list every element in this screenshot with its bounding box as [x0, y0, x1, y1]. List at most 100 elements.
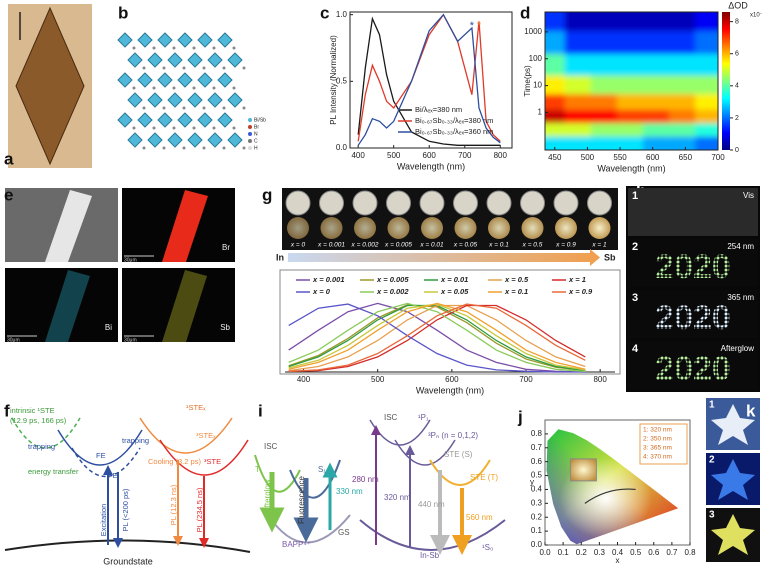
label: PL (12.3 ns): [169, 484, 178, 525]
x-tick-label: 0.7: [666, 548, 678, 557]
ground-curve: [4, 539, 251, 553]
heatmap-cell: [616, 53, 644, 76]
octahedron: [177, 112, 193, 128]
legend-label: 4: 370 nm: [643, 454, 672, 461]
label: ¹S₀: [482, 543, 493, 552]
flower: [711, 459, 755, 500]
sample-photo: [285, 190, 311, 216]
heatmap-cell: [616, 12, 644, 32]
x-tick-label: 600: [445, 375, 459, 384]
arrow-head: [590, 249, 600, 266]
atom: [192, 86, 196, 90]
y-tick-label: 0.3: [531, 498, 543, 507]
label: 440 nm: [418, 500, 445, 509]
series-line: [288, 304, 586, 372]
octahedron: [157, 112, 173, 128]
x-tick-label: 0.6: [648, 548, 660, 557]
legend-label: 1: 320 nm: [643, 427, 672, 434]
octahedron: [147, 52, 163, 68]
label: STE (T): [470, 473, 498, 482]
x-axis-label: Wavelength (nm): [397, 161, 465, 171]
led-digits: 2020: [655, 248, 731, 286]
series-line: [288, 303, 586, 373]
atom: [182, 66, 186, 70]
series-line: [357, 13, 501, 142]
heatmap-cell: [616, 122, 644, 137]
legend-label: H: [254, 145, 258, 151]
heatmap-cell: [616, 75, 644, 95]
heatmap-cell: [669, 136, 696, 150]
label: Cooling (3.2 ps): [148, 457, 201, 466]
heatmap-cell: [616, 30, 644, 55]
heatmap-cell: [695, 93, 718, 110]
x-tick-label: 0.4: [612, 548, 624, 557]
heatmap-cell: [545, 109, 566, 124]
label: trapping: [122, 436, 149, 445]
sample-photo: [588, 217, 611, 239]
sem-sample: [45, 190, 92, 262]
x-axis-label: Wavelength (nm): [416, 385, 484, 395]
sample-photo: [386, 190, 411, 216]
label: Fluorescence: [297, 475, 306, 524]
heatmap-cell: [545, 136, 566, 150]
y-tick-label: 1.0: [336, 10, 348, 19]
y-tick-label: 0.2: [531, 512, 543, 521]
x-tick-label: 500: [581, 153, 595, 162]
fe-curve: [57, 429, 143, 466]
sample-photo: [421, 217, 443, 239]
peak-marker: *: [477, 20, 482, 32]
atom: [232, 86, 236, 90]
legend-label: x = 0: [312, 287, 331, 296]
y-axis-label: y: [530, 478, 534, 487]
label: ¹P₁: [418, 413, 429, 422]
octahedron: [197, 72, 213, 88]
label: 3: [709, 510, 715, 521]
heatmap-cell: [545, 30, 566, 55]
heatmap-cell: [590, 75, 618, 95]
legend-label: 3: 365 nm: [643, 445, 672, 452]
octahedron: [147, 92, 163, 108]
label: 320 nm: [384, 493, 411, 502]
y-tick-label: 0.4: [531, 485, 543, 494]
legend-label: x = 0.05: [440, 287, 469, 296]
y-tick-label: 0.5: [531, 471, 543, 480]
cie-white: [546, 429, 679, 545]
heatmap-cell: [616, 93, 644, 110]
atom: [172, 86, 176, 90]
heatmap-cell: [545, 12, 566, 32]
map-bi-signal: [45, 270, 90, 342]
series-line: [288, 304, 586, 372]
heatmap-cell: [669, 93, 696, 110]
label: 365 nm: [727, 293, 754, 302]
ste-t-curve: [429, 459, 491, 486]
sample-photo: [454, 217, 477, 239]
octahedron: [227, 132, 243, 148]
sample-photo: [319, 190, 344, 216]
heatmap-cell: [642, 93, 670, 110]
legend-label: x = 0.002: [376, 287, 409, 296]
octahedron: [187, 132, 203, 148]
y-axis-label: Time(ps): [523, 65, 532, 97]
heatmap-cell: [545, 53, 566, 76]
heatmap-cell: [642, 75, 670, 95]
label: FE: [96, 451, 106, 460]
sample-label: x = 0: [290, 242, 306, 249]
label: intrinsic ¹STE: [10, 406, 55, 415]
x-tick-label: 800: [593, 375, 607, 384]
heatmap-cell: [642, 30, 670, 55]
label: Vis: [743, 191, 754, 200]
sample-photo: [287, 217, 309, 239]
heatmap-cell: [669, 12, 696, 32]
atom: [152, 86, 156, 90]
led-digits: 2020: [655, 299, 731, 337]
heatmap-cell: [590, 12, 618, 32]
atom: [132, 126, 136, 130]
label: 280 nm: [352, 475, 379, 484]
sample-label: x = 0.005: [384, 242, 412, 249]
map-sb-signal: [162, 270, 207, 342]
colorbar: [722, 12, 730, 150]
octahedron: [207, 92, 223, 108]
x-tick-label: 0.1: [558, 548, 570, 557]
map-br-signal: [162, 190, 208, 262]
x-tick-label: 550: [613, 153, 627, 162]
